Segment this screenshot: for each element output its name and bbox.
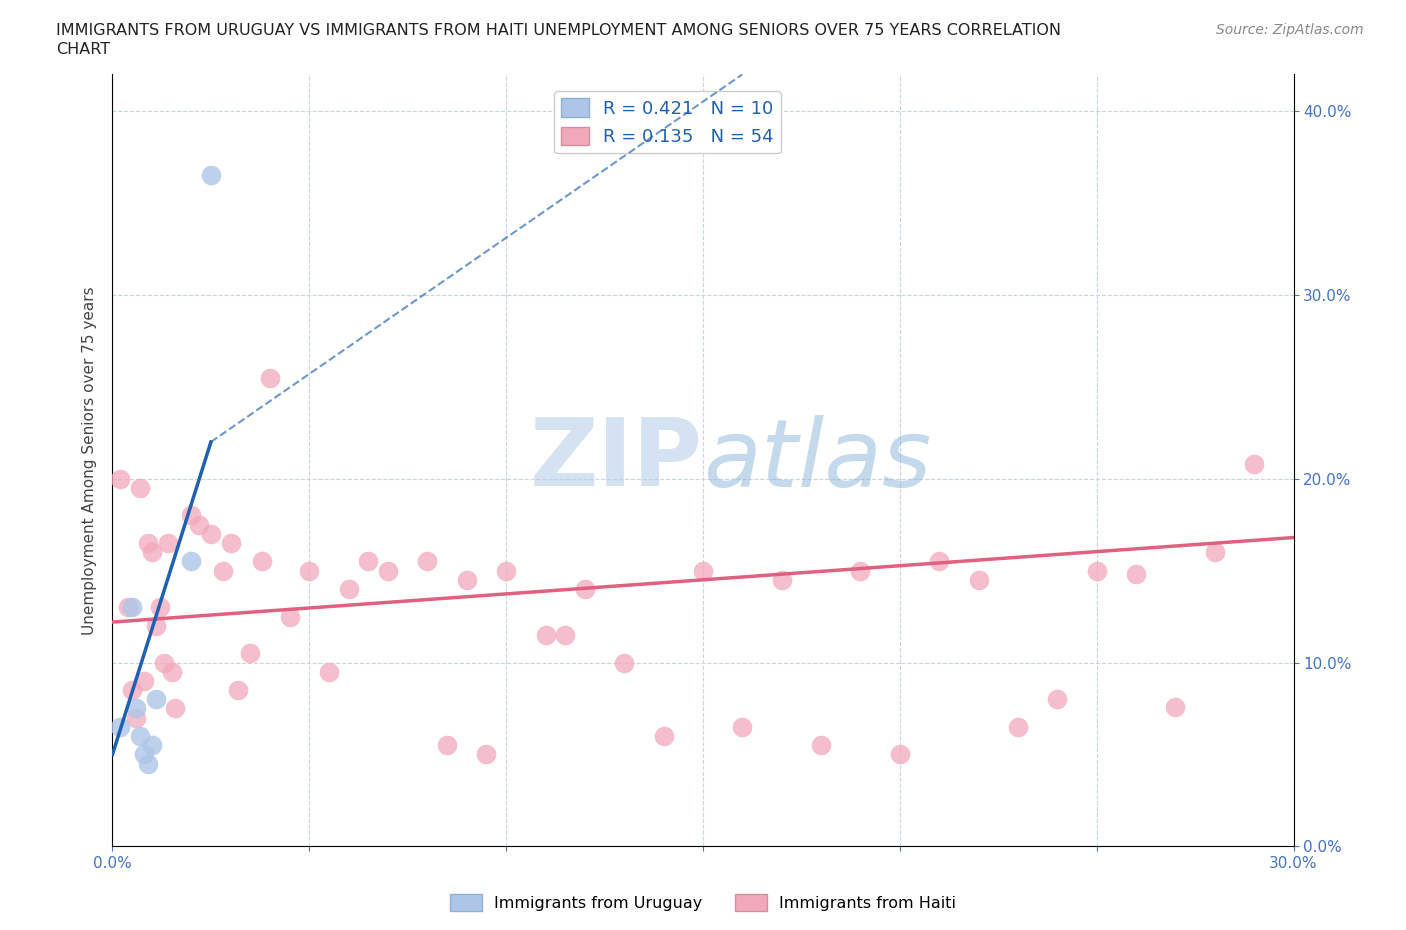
Point xyxy=(219,536,242,551)
Point xyxy=(125,711,148,725)
Point xyxy=(1046,692,1069,707)
Point xyxy=(495,564,517,578)
Point xyxy=(928,554,950,569)
Text: CHART: CHART xyxy=(56,42,110,57)
Point xyxy=(613,655,636,670)
Point xyxy=(141,545,163,560)
Point xyxy=(136,536,159,551)
Point xyxy=(180,554,202,569)
Point xyxy=(129,728,152,743)
Point xyxy=(239,646,262,661)
Point xyxy=(149,600,172,615)
Point xyxy=(574,581,596,596)
Point xyxy=(810,737,832,752)
Point xyxy=(200,526,222,541)
Point xyxy=(152,655,174,670)
Point xyxy=(1125,567,1147,582)
Point xyxy=(165,701,187,716)
Text: ZIP: ZIP xyxy=(530,415,703,506)
Point xyxy=(129,481,152,496)
Point xyxy=(357,554,380,569)
Point xyxy=(652,728,675,743)
Point xyxy=(110,720,132,735)
Point xyxy=(132,747,155,762)
Legend: Immigrants from Uruguay, Immigrants from Haiti: Immigrants from Uruguay, Immigrants from… xyxy=(443,888,963,917)
Point xyxy=(967,572,990,587)
Point xyxy=(200,168,222,183)
Point xyxy=(121,600,143,615)
Point xyxy=(156,536,179,551)
Point xyxy=(1243,457,1265,472)
Point xyxy=(337,581,360,596)
Point xyxy=(318,664,340,679)
Point xyxy=(377,564,399,578)
Point xyxy=(117,600,139,615)
Point xyxy=(416,554,439,569)
Point xyxy=(259,370,281,385)
Point xyxy=(436,737,458,752)
Point xyxy=(1164,699,1187,714)
Point xyxy=(145,692,167,707)
Point xyxy=(180,508,202,523)
Point xyxy=(136,756,159,771)
Point xyxy=(211,564,233,578)
Text: atlas: atlas xyxy=(703,415,931,506)
Point xyxy=(849,564,872,578)
Point xyxy=(889,747,911,762)
Point xyxy=(456,572,478,587)
Y-axis label: Unemployment Among Seniors over 75 years: Unemployment Among Seniors over 75 years xyxy=(82,286,97,634)
Point xyxy=(132,673,155,688)
Point xyxy=(145,618,167,633)
Point xyxy=(1085,564,1108,578)
Point xyxy=(554,628,576,643)
Text: IMMIGRANTS FROM URUGUAY VS IMMIGRANTS FROM HAITI UNEMPLOYMENT AMONG SENIORS OVER: IMMIGRANTS FROM URUGUAY VS IMMIGRANTS FR… xyxy=(56,23,1062,38)
Point xyxy=(125,701,148,716)
Legend: R = 0.421   N = 10, R = 0.135   N = 54: R = 0.421 N = 10, R = 0.135 N = 54 xyxy=(554,91,780,153)
Point xyxy=(250,554,273,569)
Point xyxy=(141,737,163,752)
Point xyxy=(228,683,250,698)
Point xyxy=(770,572,793,587)
Point xyxy=(1007,720,1029,735)
Point xyxy=(298,564,321,578)
Point xyxy=(1204,545,1226,560)
Point xyxy=(534,628,557,643)
Point xyxy=(188,517,211,532)
Point xyxy=(121,683,143,698)
Point xyxy=(731,720,754,735)
Text: Source: ZipAtlas.com: Source: ZipAtlas.com xyxy=(1216,23,1364,37)
Point xyxy=(475,747,498,762)
Point xyxy=(160,664,183,679)
Point xyxy=(692,564,714,578)
Point xyxy=(110,472,132,486)
Point xyxy=(278,609,301,624)
